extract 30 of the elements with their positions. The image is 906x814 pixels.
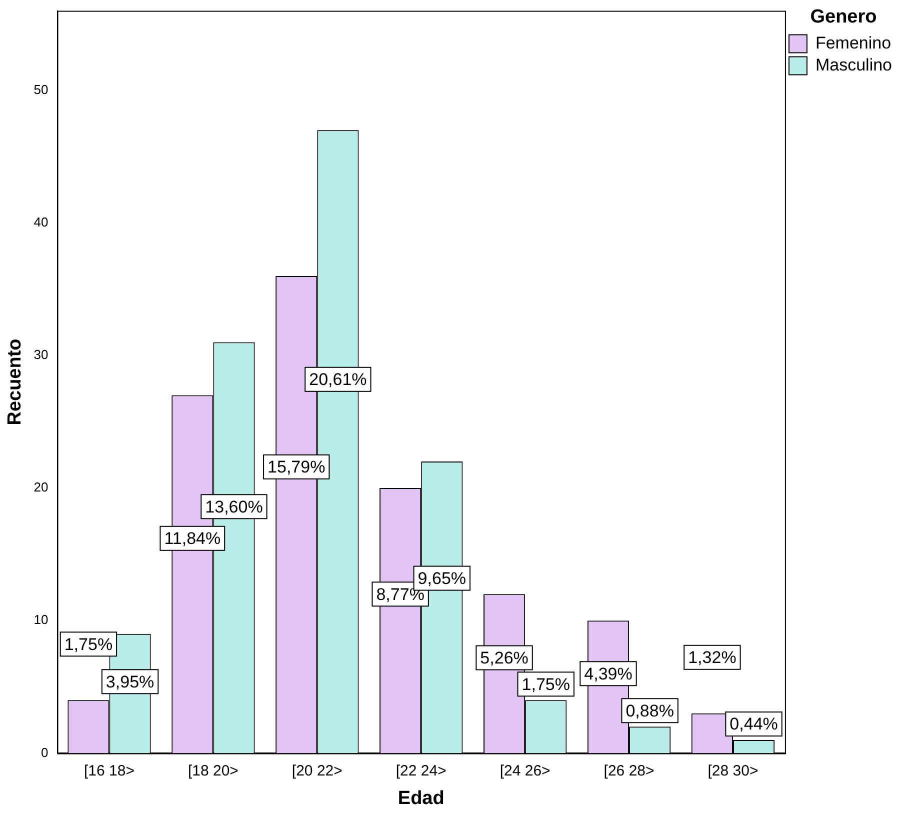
legend-label: Masculino xyxy=(815,55,892,74)
y-tick-label: 30 xyxy=(34,347,48,362)
x-tick-label: [24 26> xyxy=(500,762,551,780)
annotation: 20,61% xyxy=(309,370,367,390)
legend-title: Genero xyxy=(810,6,877,28)
y-tick-label: 20 xyxy=(34,480,48,495)
annotation: 1,32% xyxy=(688,648,736,668)
x-tick-label: [20 22> xyxy=(292,762,343,780)
annotation: 5,26% xyxy=(480,648,528,668)
x-tick-label: [26 28> xyxy=(604,762,654,780)
y-axis-title: Recuento xyxy=(4,338,26,426)
annotation: 1,75% xyxy=(522,674,570,694)
x-axis-title: Edad xyxy=(398,788,444,809)
annotation: 11,84% xyxy=(164,529,221,548)
annotation: 15,79% xyxy=(268,458,326,477)
y-tick-label: 0 xyxy=(41,744,48,760)
annotation: 0,88% xyxy=(626,701,674,720)
legend-label: Femenino xyxy=(815,33,892,52)
x-tick-label: [16 18> xyxy=(84,762,135,780)
annotation: 1,75% xyxy=(64,634,113,654)
x-tick-label: [18 20> xyxy=(188,762,239,780)
annotation: 3,95% xyxy=(106,672,154,692)
annotation: 13,60% xyxy=(205,497,263,516)
y-tick-label: 10 xyxy=(34,612,48,628)
annotation: 0,44% xyxy=(730,714,778,734)
x-tick-label: [28 30> xyxy=(708,762,758,780)
x-tick-label: [22 24> xyxy=(396,762,447,780)
annotation: 4,39% xyxy=(584,664,632,684)
y-tick-label: 50 xyxy=(34,82,48,97)
y-tick-label: 40 xyxy=(34,214,48,230)
